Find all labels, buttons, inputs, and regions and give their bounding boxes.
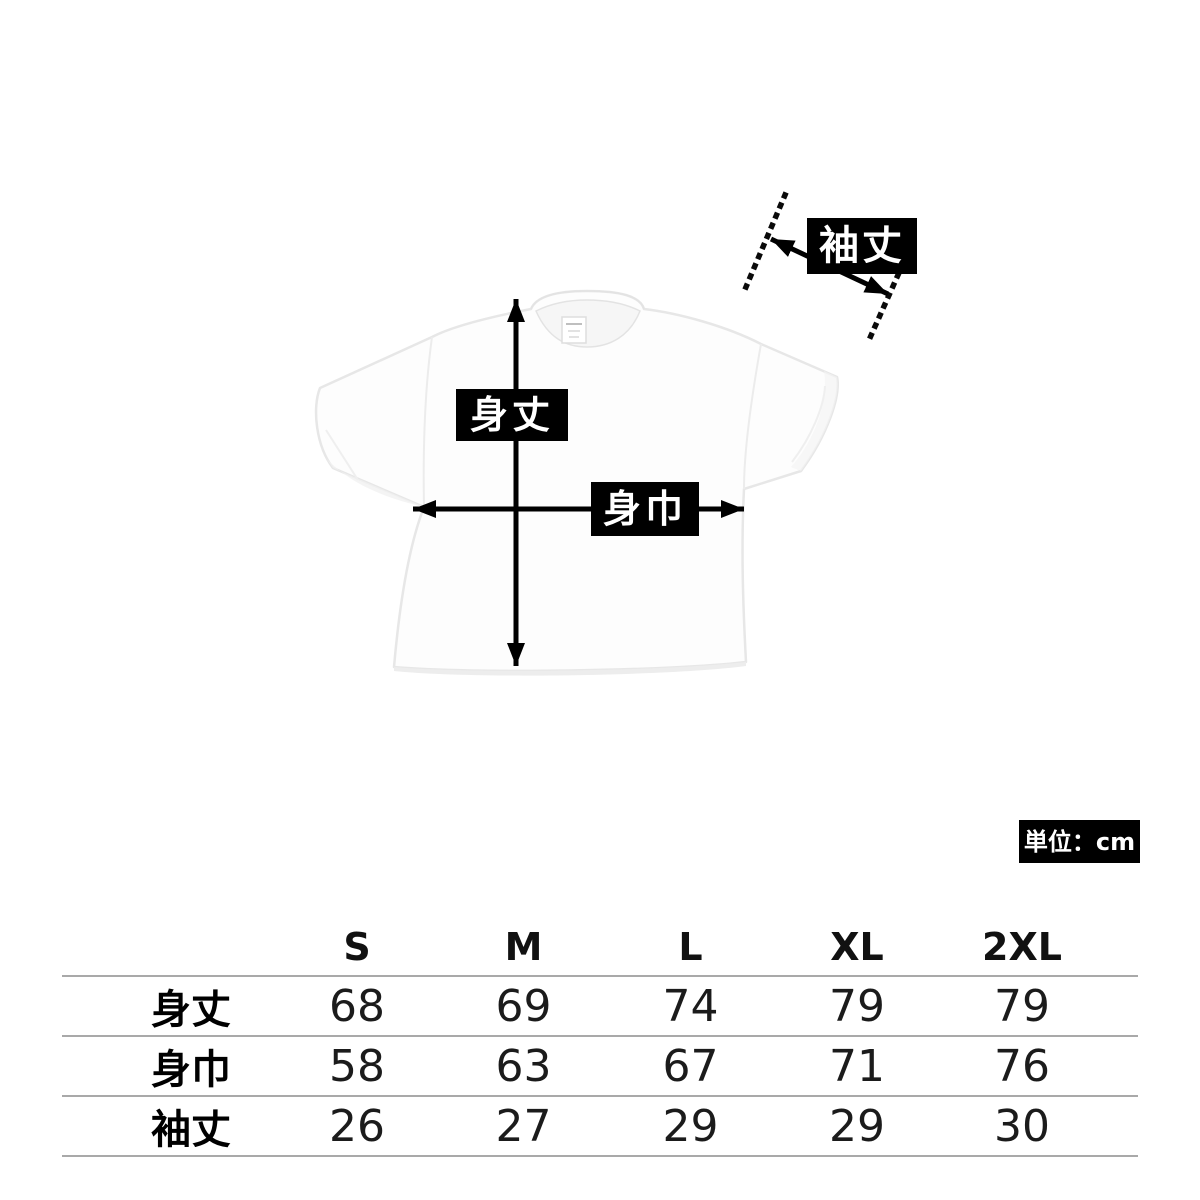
right-armhole-seam bbox=[743, 343, 762, 490]
tshirt-measurement-diagram bbox=[314, 191, 902, 676]
table-row-body-length: 身丈 68 69 74 79 79 bbox=[62, 976, 1138, 1036]
left-sleeve-stitch bbox=[325, 429, 359, 481]
column-header-s: S bbox=[343, 925, 371, 969]
right-sleeve-shadow bbox=[791, 371, 838, 471]
sleeve-length-label: 袖丈 bbox=[807, 218, 917, 274]
size-value-cell: 27 bbox=[495, 1100, 552, 1152]
neck-tag bbox=[561, 316, 587, 344]
table-row-body-width: 身巾 58 63 67 71 76 bbox=[62, 1036, 1138, 1096]
sleeve-end-dotted-line bbox=[865, 271, 902, 344]
size-value-cell: 76 bbox=[994, 1040, 1050, 1092]
right-sleeve-stitch bbox=[791, 385, 826, 463]
size-value-cell: 79 bbox=[829, 980, 885, 1032]
left-armhole-seam bbox=[422, 336, 433, 508]
size-value-cell: 29 bbox=[662, 1100, 719, 1152]
hem-shadow bbox=[394, 662, 746, 676]
size-value-cell: 58 bbox=[329, 1040, 385, 1092]
row-label: 身巾 bbox=[151, 1047, 231, 1093]
collar-band-top bbox=[530, 290, 645, 310]
column-header-xl: XL bbox=[830, 925, 884, 969]
unit-badge: 単位：cm bbox=[1019, 820, 1140, 863]
body-length-label: 身丈 bbox=[456, 389, 568, 441]
column-header-m: M bbox=[504, 925, 543, 969]
size-value-cell: 29 bbox=[829, 1100, 885, 1152]
size-value-cell: 63 bbox=[495, 1040, 552, 1092]
column-header-2xl: 2XL bbox=[982, 925, 1062, 969]
size-value-cell: 74 bbox=[662, 980, 719, 1032]
table-row-sleeve-length: 袖丈 26 27 29 29 30 bbox=[62, 1096, 1138, 1156]
column-header-l: L bbox=[678, 925, 703, 969]
size-value-cell: 67 bbox=[662, 1040, 719, 1092]
body-width-label: 身巾 bbox=[591, 482, 699, 536]
size-value-cell: 68 bbox=[329, 980, 385, 1032]
size-value-cell: 79 bbox=[994, 980, 1050, 1032]
row-label: 身丈 bbox=[151, 987, 231, 1033]
size-value-cell: 69 bbox=[495, 980, 552, 1032]
size-value-cell: 30 bbox=[994, 1100, 1050, 1152]
size-table-header-row: S M L XL 2XL bbox=[62, 919, 1138, 976]
size-table: S M L XL 2XL 身丈 68 69 74 79 79 身巾 58 63 … bbox=[62, 919, 1138, 1157]
size-value-cell: 26 bbox=[329, 1100, 385, 1152]
row-label: 袖丈 bbox=[151, 1107, 231, 1153]
empty-header-cell bbox=[62, 919, 274, 976]
size-value-cell: 71 bbox=[829, 1040, 885, 1092]
tshirt-illustration bbox=[314, 289, 839, 676]
